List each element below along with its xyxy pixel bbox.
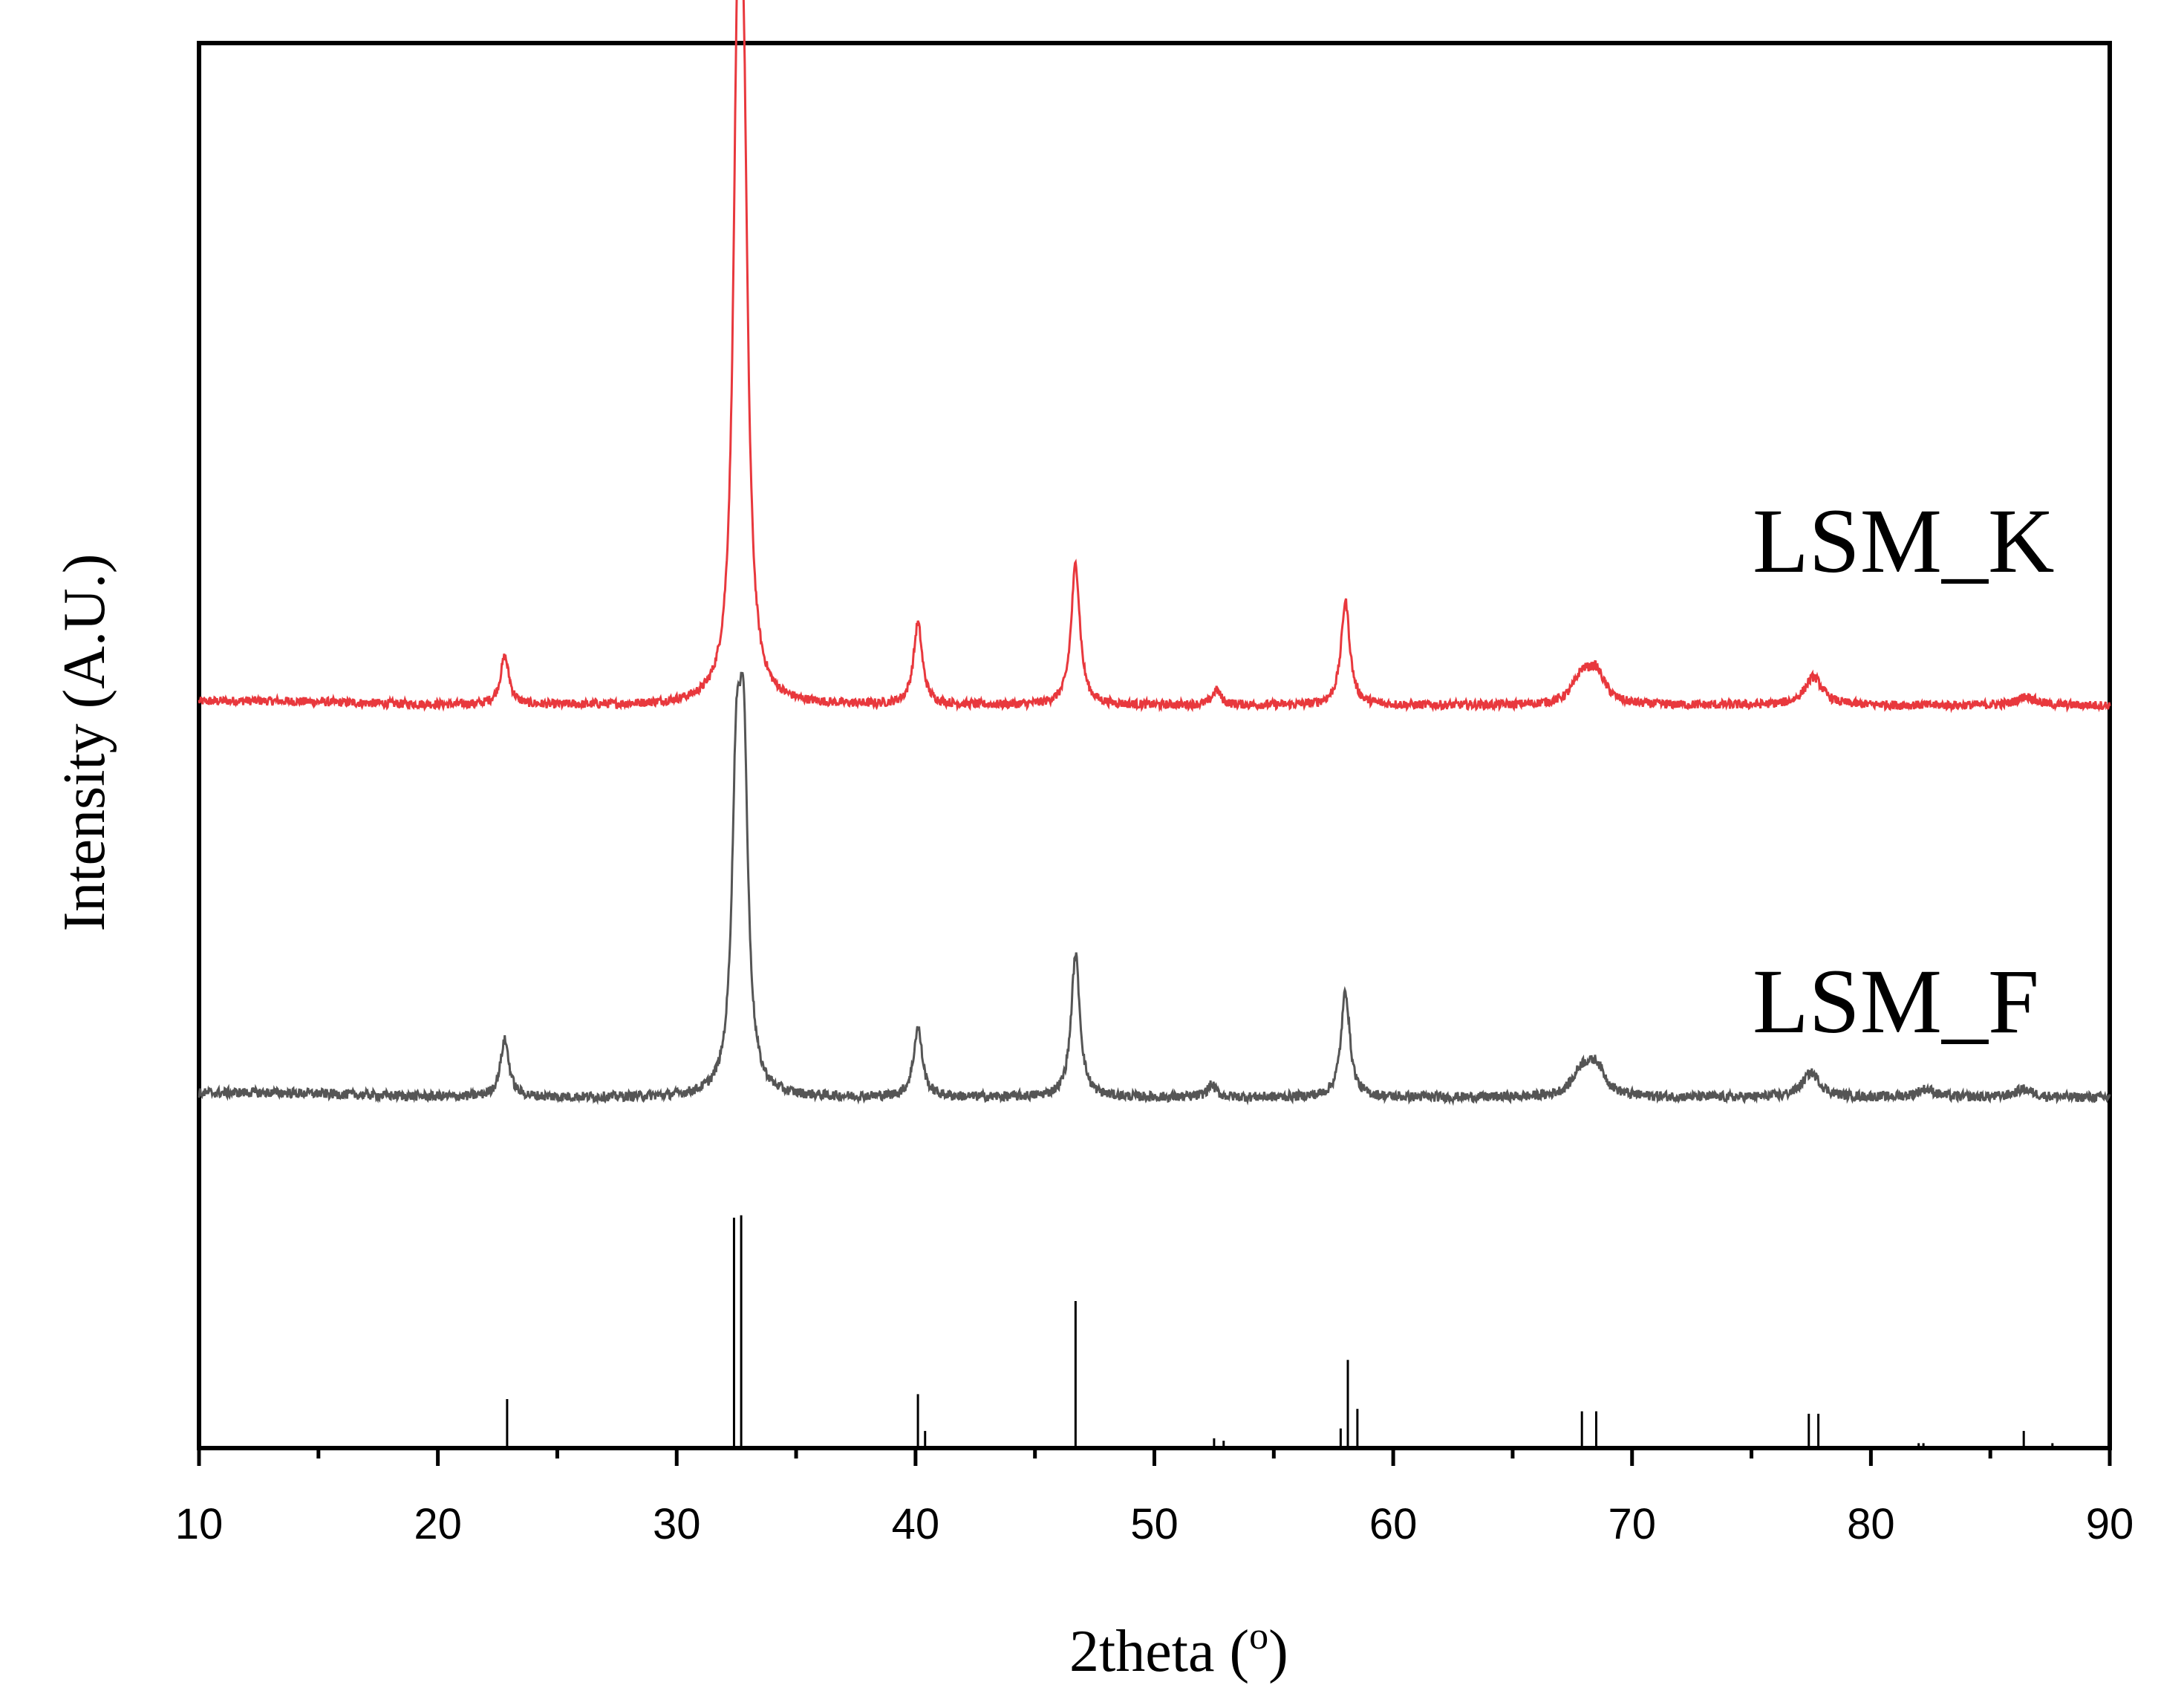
x-tick-label: 50 xyxy=(1130,1500,1179,1548)
x-axis-title-end: ) xyxy=(1268,1619,1288,1684)
x-axis-title: 2theta (o) xyxy=(1069,1615,1288,1684)
x-tick-label: 90 xyxy=(2086,1500,2134,1548)
x-axis-title-text: 2theta ( xyxy=(1069,1619,1249,1684)
plot-frame xyxy=(197,41,2112,1450)
series-line-lsm-f xyxy=(198,671,2111,1106)
y-axis-title: Intensity (A.U.) xyxy=(52,554,117,932)
x-tick-label: 20 xyxy=(414,1500,462,1548)
reference-pattern xyxy=(506,1215,2054,1448)
x-axis-title-superscript: o xyxy=(1249,1615,1268,1658)
x-tick-label: 60 xyxy=(1369,1500,1418,1548)
x-tick-label: 70 xyxy=(1608,1500,1656,1548)
x-tick-label: 80 xyxy=(1847,1500,1895,1548)
x-tick-label: 40 xyxy=(892,1500,940,1548)
series-line-lsm-k xyxy=(198,0,2111,714)
x-tick-label: 30 xyxy=(653,1500,701,1548)
x-tick-label: 10 xyxy=(175,1500,224,1548)
series-label-lsm-k: LSM_K xyxy=(1753,490,2055,592)
x-axis-tick-labels: 10 20 30 40 50 60 70 80 90 xyxy=(175,1500,2134,1548)
series-label-lsm-f: LSM_F xyxy=(1753,951,2039,1052)
x-axis-ticks xyxy=(197,1448,2112,1466)
